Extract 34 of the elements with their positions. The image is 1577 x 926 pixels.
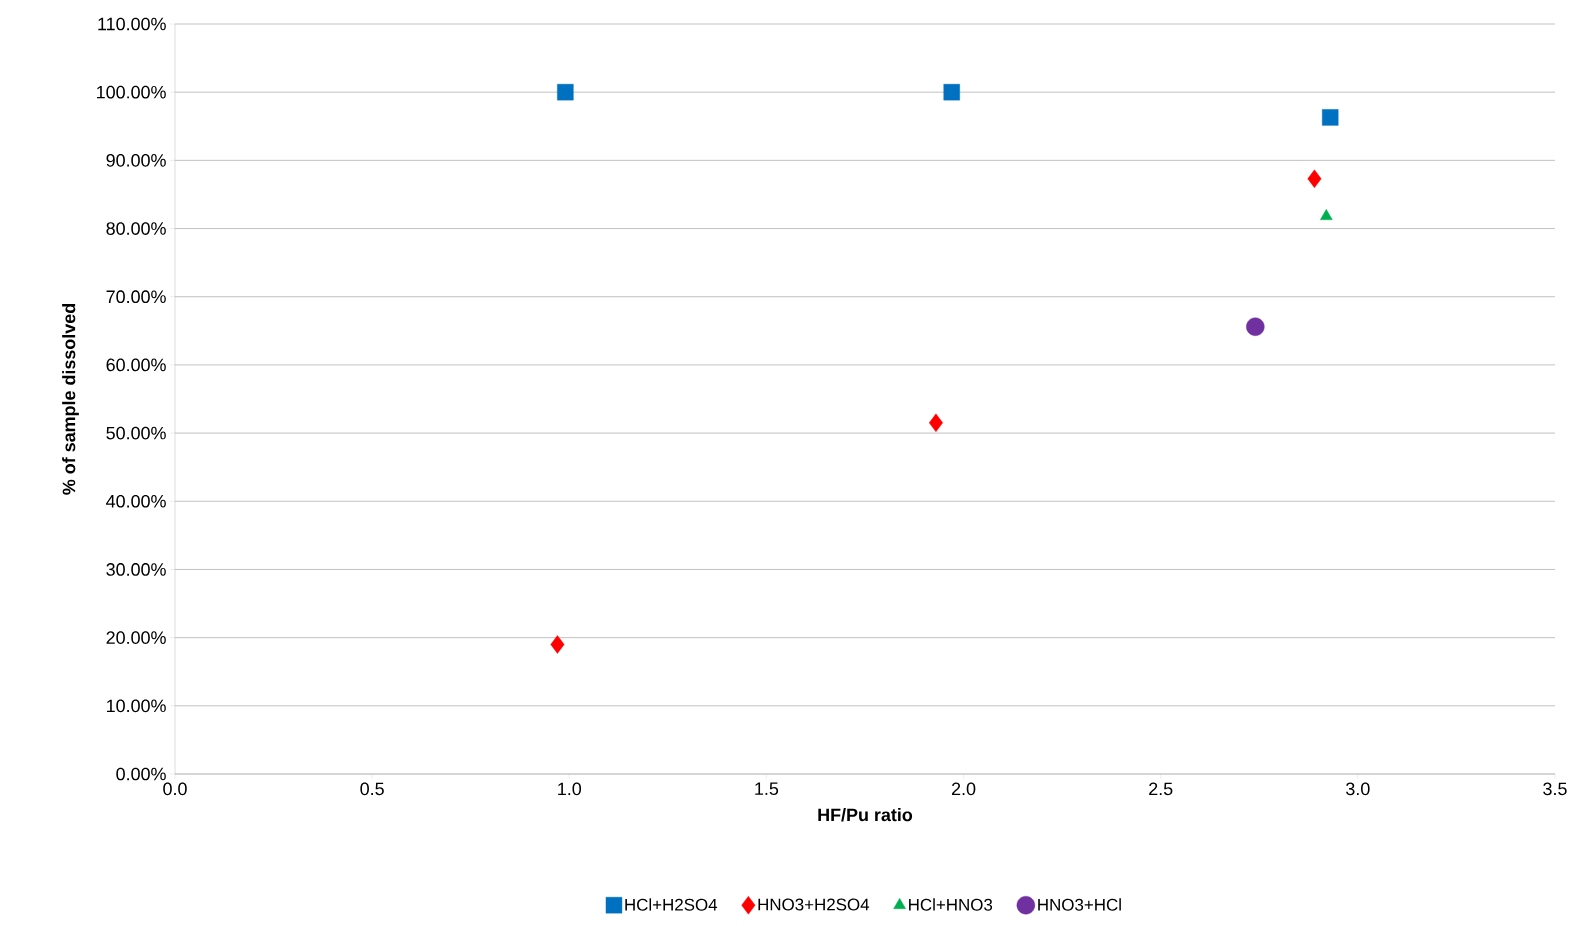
y-tick-label: 80.00% bbox=[106, 222, 166, 235]
point bbox=[943, 83, 960, 101]
legend-label: HCl+HNO3 bbox=[909, 898, 993, 911]
point bbox=[1322, 109, 1339, 126]
legend-label: HNO3+H2SO4 bbox=[758, 898, 870, 911]
y-tick-label: 20.00% bbox=[106, 631, 166, 644]
y-tick-label: 0.00% bbox=[116, 767, 166, 781]
x-tick-label: 0.5 bbox=[360, 782, 384, 796]
legend-label: HNO3+HCl bbox=[1038, 898, 1121, 911]
y-tick-label: 90.00% bbox=[106, 154, 166, 167]
x-tick-label: 1.5 bbox=[755, 782, 779, 796]
point bbox=[929, 413, 943, 433]
y-tick-label: 50.00% bbox=[106, 426, 166, 440]
y-tick-label: 70.00% bbox=[106, 290, 166, 304]
point bbox=[1307, 169, 1322, 188]
y-tick-label: 110.00% bbox=[98, 17, 166, 31]
y-tick-label: 10.00% bbox=[107, 699, 166, 713]
point bbox=[1320, 209, 1333, 220]
y-tick-label: 30.00% bbox=[106, 563, 166, 576]
x-tick-label: 3.5 bbox=[1543, 782, 1567, 796]
point bbox=[550, 635, 565, 654]
x-axis-title: HF/Pu ratio bbox=[818, 808, 913, 822]
point bbox=[1246, 317, 1265, 336]
x-tick-label: 1.0 bbox=[558, 782, 582, 796]
x-tick-label: 3.0 bbox=[1346, 782, 1370, 796]
y-tick-label: 40.00% bbox=[106, 494, 166, 508]
y-tick-label: 60.00% bbox=[106, 358, 166, 372]
y-tick-label: 100.00% bbox=[97, 85, 166, 99]
x-tick-label: 2.0 bbox=[952, 782, 976, 796]
legend-label: HCl+H2SO4 bbox=[625, 898, 718, 911]
point bbox=[557, 83, 574, 101]
x-tick-label: 0.0 bbox=[163, 782, 187, 796]
y-axis-title: % of sample dissolved bbox=[62, 304, 79, 495]
x-tick-label: 2.5 bbox=[1149, 782, 1173, 796]
